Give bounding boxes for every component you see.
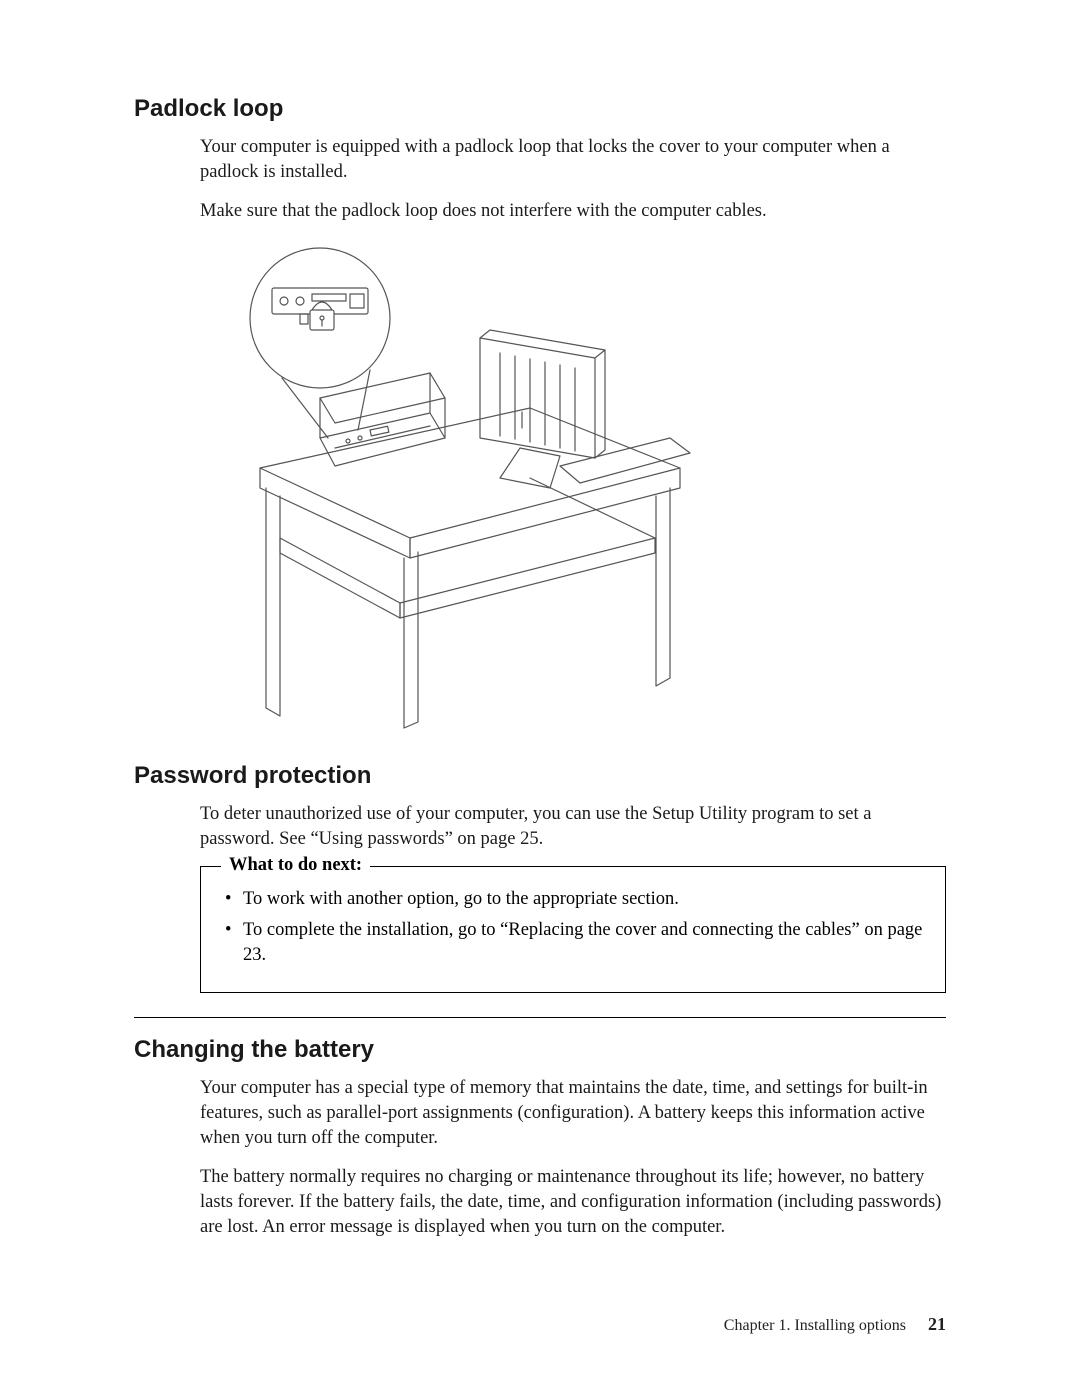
page-footer: Chapter 1. Installing options 21	[724, 1314, 946, 1335]
what-to-do-next-box: What to do next: To work with another op…	[200, 866, 946, 993]
heading-changing-battery: Changing the battery	[134, 1036, 946, 1064]
section-divider	[134, 1017, 946, 1018]
battery-paragraph-1: Your computer has a special type of memo…	[200, 1076, 946, 1151]
callout-item: To work with another option, go to the a…	[223, 887, 929, 912]
callout-item: To complete the installation, go to “Rep…	[223, 918, 929, 968]
callout-legend: What to do next:	[221, 855, 370, 876]
heading-padlock-loop: Padlock loop	[134, 95, 946, 123]
heading-password-protection: Password protection	[134, 762, 946, 790]
footer-page-number: 21	[928, 1314, 946, 1334]
battery-paragraph-2: The battery normally requires no chargin…	[200, 1165, 946, 1240]
padlock-figure	[200, 238, 720, 738]
padlock-paragraph-2: Make sure that the padlock loop does not…	[200, 199, 946, 224]
password-paragraph-1: To deter unauthorized use of your comput…	[200, 802, 946, 852]
padlock-paragraph-1: Your computer is equipped with a padlock…	[200, 135, 946, 185]
footer-chapter: Chapter 1. Installing options	[724, 1317, 906, 1334]
